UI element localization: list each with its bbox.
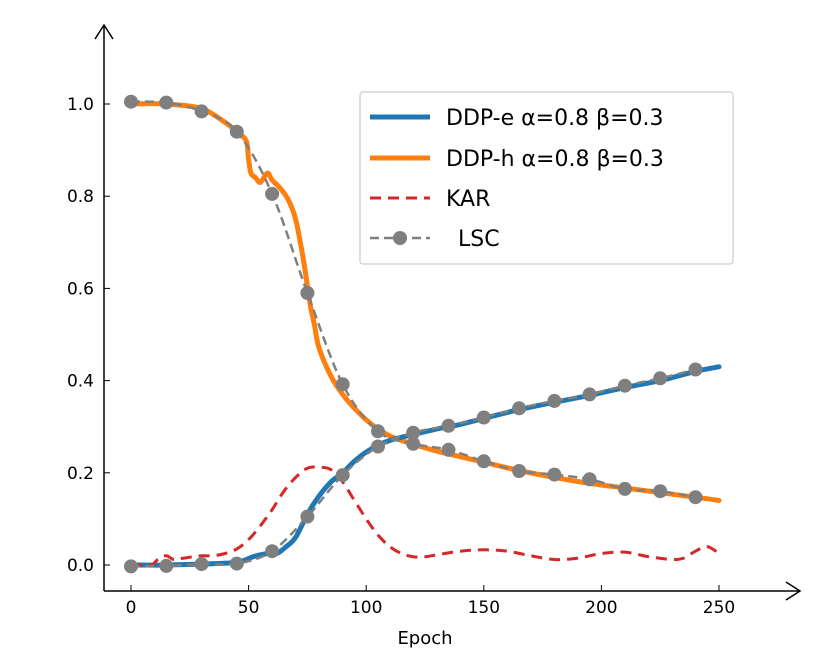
lsc-point-25 bbox=[406, 425, 421, 440]
series-line-lsc-increasing bbox=[130, 368, 696, 568]
lsc-point-2 bbox=[194, 104, 209, 119]
series-line-kar bbox=[130, 465, 720, 567]
lsc-point-15 bbox=[653, 484, 668, 499]
lsc-point-23 bbox=[335, 468, 350, 483]
lsc-point-4 bbox=[265, 186, 280, 201]
x-tick-label-50: 50 bbox=[238, 598, 260, 618]
lsc-point-17 bbox=[124, 559, 138, 574]
lsc-point-16 bbox=[688, 490, 703, 505]
y-tick-label-0.4: 0.4 bbox=[67, 372, 94, 392]
series-line-lsc-decreasing bbox=[130, 100, 696, 499]
legend-label-ddp-h: DDP-h α=0.8 β=0.3 bbox=[446, 147, 664, 172]
legend-marker-lsc bbox=[393, 231, 407, 245]
legend-label-lsc: LSC bbox=[458, 227, 500, 252]
x-tick-label-100: 100 bbox=[350, 598, 382, 618]
series-line-ddp-e bbox=[128, 364, 722, 568]
y-tick-label-0.0: 0.0 bbox=[67, 556, 94, 576]
lsc-point-26 bbox=[441, 418, 456, 433]
lsc-point-13 bbox=[582, 472, 597, 487]
lsc-point-32 bbox=[653, 371, 668, 386]
lsc-point-19 bbox=[194, 557, 209, 572]
y-tick-label-0.6: 0.6 bbox=[67, 279, 94, 299]
lsc-point-31 bbox=[617, 378, 632, 393]
y-tick-label-1.0: 1.0 bbox=[67, 95, 94, 115]
y-tick-label-0.8: 0.8 bbox=[67, 187, 94, 207]
series-line-ddp-h bbox=[128, 101, 722, 503]
y-axis-arrow bbox=[94, 23, 114, 40]
x-tick-label-250: 250 bbox=[703, 598, 735, 618]
lsc-point-30 bbox=[582, 387, 597, 402]
legend-label-kar: KAR bbox=[446, 187, 490, 212]
y-tick-label-0.2: 0.2 bbox=[67, 464, 94, 484]
lsc-point-14 bbox=[617, 481, 632, 496]
lsc-point-22 bbox=[300, 509, 315, 524]
lsc-point-28 bbox=[512, 401, 527, 416]
x-tick-label-150: 150 bbox=[468, 598, 500, 618]
lsc-point-9 bbox=[441, 442, 456, 457]
marker-layer bbox=[124, 94, 703, 574]
lsc-point-11 bbox=[512, 464, 527, 478]
x-axis-title: Epoch bbox=[397, 628, 452, 649]
lsc-point-3 bbox=[229, 124, 244, 139]
axes bbox=[94, 23, 802, 601]
lsc-point-5 bbox=[300, 286, 315, 300]
lsc-point-29 bbox=[547, 393, 562, 408]
lsc-point-12 bbox=[547, 467, 562, 482]
legend-box bbox=[359, 91, 734, 265]
lsc-point-21 bbox=[265, 544, 280, 559]
lsc-point-24 bbox=[371, 439, 385, 454]
lsc-point-8 bbox=[406, 436, 421, 451]
lsc-point-33 bbox=[688, 362, 703, 377]
lsc-point-1 bbox=[159, 95, 174, 110]
lsc-point-0 bbox=[124, 94, 138, 109]
lsc-point-7 bbox=[371, 424, 385, 439]
lsc-point-20 bbox=[229, 556, 244, 571]
legend-label-ddp-e: DDP-e α=0.8 β=0.3 bbox=[446, 106, 664, 131]
lsc-point-6 bbox=[335, 377, 350, 392]
x-tick-label-0: 0 bbox=[126, 598, 137, 618]
lsc-point-27 bbox=[476, 410, 491, 425]
legend: DDP-e α=0.8 β=0.3 DDP-h α=0.8 β=0.3 KAR … bbox=[359, 91, 734, 265]
x-tick-label-200: 200 bbox=[585, 598, 617, 618]
lsc-point-18 bbox=[159, 558, 174, 573]
x-axis-arrow bbox=[785, 581, 802, 601]
lsc-point-10 bbox=[476, 454, 491, 469]
ticks: 0 50 100 150 200 250 0.0 0.2 0.4 0.6 0.8 1.0 bbox=[67, 95, 735, 618]
